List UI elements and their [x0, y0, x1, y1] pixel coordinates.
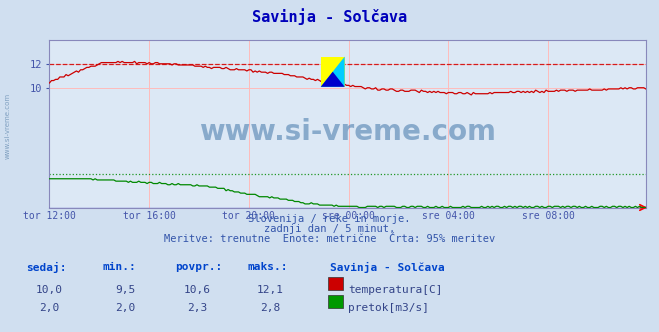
Text: www.si-vreme.com: www.si-vreme.com — [199, 118, 496, 146]
Text: min.:: min.: — [102, 262, 136, 272]
Text: sedaj:: sedaj: — [26, 262, 67, 273]
Text: pretok[m3/s]: pretok[m3/s] — [348, 303, 429, 313]
Text: zadnji dan / 5 minut.: zadnji dan / 5 minut. — [264, 224, 395, 234]
Text: 2,8: 2,8 — [260, 303, 280, 313]
Text: 10,6: 10,6 — [185, 285, 211, 295]
Text: 9,5: 9,5 — [115, 285, 135, 295]
Text: sre 08:00: sre 08:00 — [522, 211, 575, 221]
Text: 2,3: 2,3 — [188, 303, 208, 313]
Text: 10,0: 10,0 — [36, 285, 63, 295]
Text: sre 00:00: sre 00:00 — [322, 211, 375, 221]
Text: Slovenija / reke in morje.: Slovenija / reke in morje. — [248, 214, 411, 224]
Text: 2,0: 2,0 — [40, 303, 59, 313]
Text: 2,0: 2,0 — [115, 303, 135, 313]
Text: povpr.:: povpr.: — [175, 262, 222, 272]
Text: Meritve: trenutne  Enote: metrične  Črta: 95% meritev: Meritve: trenutne Enote: metrične Črta: … — [164, 234, 495, 244]
Polygon shape — [321, 72, 345, 87]
Text: tor 20:00: tor 20:00 — [223, 211, 275, 221]
Text: Savinja - Solčava: Savinja - Solčava — [252, 8, 407, 25]
Polygon shape — [321, 56, 345, 87]
Bar — [321, 56, 345, 87]
Text: sre 04:00: sre 04:00 — [422, 211, 475, 221]
Text: tor 12:00: tor 12:00 — [23, 211, 76, 221]
Text: Savinja - Solčava: Savinja - Solčava — [330, 262, 444, 273]
Text: temperatura[C]: temperatura[C] — [348, 285, 442, 295]
Text: 12,1: 12,1 — [257, 285, 283, 295]
Text: www.si-vreme.com: www.si-vreme.com — [5, 93, 11, 159]
Text: maks.:: maks.: — [247, 262, 287, 272]
Text: tor 16:00: tor 16:00 — [123, 211, 175, 221]
